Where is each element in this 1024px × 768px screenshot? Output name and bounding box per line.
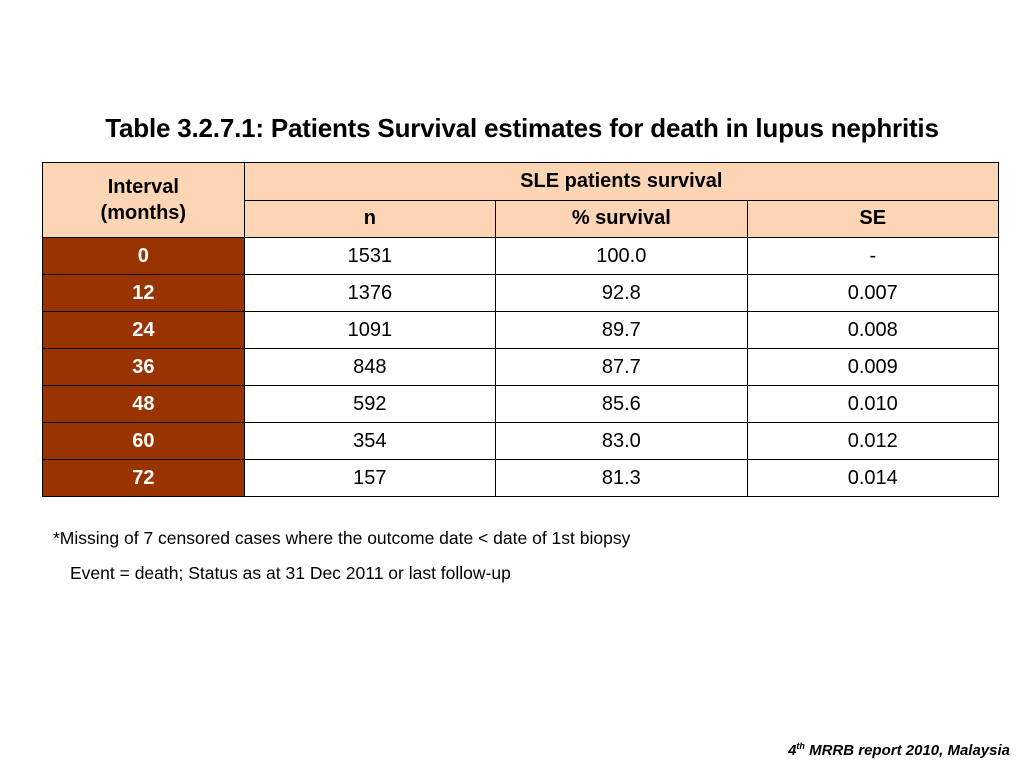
se-cell: 0.014 (746, 459, 1000, 497)
table-row: 60 354 83.0 0.012 (42, 422, 1000, 460)
group-header: SLE patients survival (243, 162, 1000, 201)
n-cell: 157 (243, 459, 497, 497)
interval-header-line1: Interval (107, 176, 179, 198)
table-row: 12 1376 92.8 0.007 (42, 274, 1000, 312)
n-cell: 354 (243, 422, 497, 460)
survival-cell: 81.3 (495, 459, 748, 497)
table-row: 36 848 87.7 0.009 (42, 348, 1000, 386)
n-cell: 1091 (243, 311, 497, 349)
survival-cell: 83.0 (495, 422, 748, 460)
source-text: MRRB report 2010, Malaysia (804, 742, 1010, 759)
survival-cell: 89.7 (495, 311, 748, 349)
interval-cell: 0 (42, 237, 245, 275)
table-row: 48 592 85.6 0.010 (42, 385, 1000, 423)
n-cell: 848 (243, 348, 497, 386)
interval-cell: 36 (42, 348, 245, 386)
se-cell: 0.008 (746, 311, 1000, 349)
table-row: 0 1531 100.0 - (42, 237, 1000, 275)
se-cell: 0.007 (746, 274, 1000, 312)
interval-cell: 12 (42, 274, 245, 312)
survival-cell: 85.6 (495, 385, 748, 423)
n-cell: 1376 (243, 274, 497, 312)
interval-header-line2: (months) (100, 202, 187, 224)
survival-cell: 87.7 (495, 348, 748, 386)
survival-table: Interval (months) SLE patients survival … (42, 162, 1000, 497)
missing-cases-note: *Missing of 7 censored cases where the o… (53, 528, 631, 548)
source-citation: 4th MRRB report 2010, Malaysia (788, 741, 1010, 759)
n-cell: 1531 (243, 237, 497, 275)
se-cell: - (746, 237, 1000, 275)
column-header-se: SE (746, 199, 1000, 238)
header-row-group: Interval (months) SLE patients survival (42, 162, 1000, 238)
interval-cell: 60 (42, 422, 245, 460)
header-row-columns: n % survival SE (43, 199, 1000, 238)
survival-cell: 92.8 (495, 274, 748, 312)
survival-cell: 100.0 (495, 237, 748, 275)
interval-cell: 72 (42, 459, 245, 497)
column-header-survival: % survival (495, 199, 748, 238)
se-cell: 0.009 (746, 348, 1000, 386)
table-row: 24 1091 89.7 0.008 (42, 311, 1000, 349)
se-cell: 0.012 (746, 422, 1000, 460)
interval-cell: 48 (42, 385, 245, 423)
event-status-note: Event = death; Status as at 31 Dec 2011 … (70, 563, 511, 583)
interval-cell: 24 (42, 311, 245, 349)
interval-header: Interval (months) (42, 162, 245, 238)
table-title: Table 3.2.7.1: Patients Survival estimat… (105, 113, 939, 143)
n-cell: 592 (243, 385, 497, 423)
se-cell: 0.010 (746, 385, 1000, 423)
source-number: 4 (788, 742, 797, 759)
source-superscript: th (796, 741, 805, 751)
column-header-n: n (243, 199, 497, 238)
table-row: 72 157 81.3 0.014 (42, 459, 1000, 497)
